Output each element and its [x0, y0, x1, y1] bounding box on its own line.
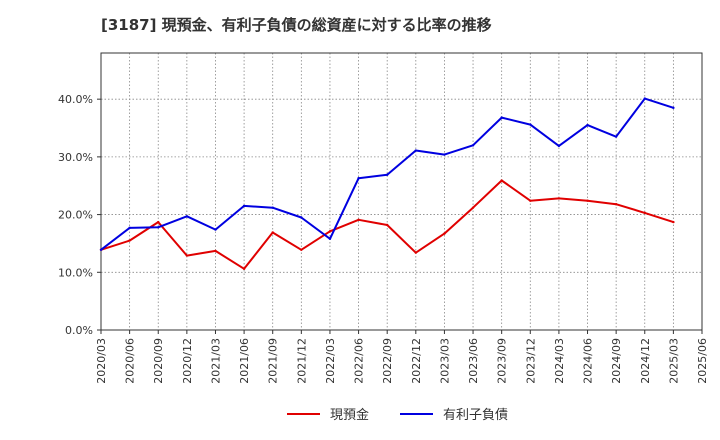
x-tick-label: 2023/09 [496, 338, 509, 384]
data-point [586, 199, 589, 202]
legend-label: 現預金 [330, 407, 369, 423]
data-point [643, 97, 646, 100]
data-point [185, 254, 189, 257]
data-point [128, 239, 131, 242]
data-point [385, 223, 389, 227]
data-point [414, 149, 418, 152]
data-point [643, 211, 646, 215]
data-point [185, 215, 189, 218]
x-tick-label: 2020/03 [95, 338, 108, 384]
data-point [557, 144, 561, 148]
x-tick-label: 2024/12 [639, 338, 652, 384]
series-lines [99, 97, 675, 271]
x-tick-label: 2020/12 [181, 338, 194, 384]
data-point [443, 153, 446, 156]
x-tick-label: 2022/09 [381, 338, 394, 384]
x-tick-label: 2024/03 [553, 338, 566, 384]
legend: 現預金 有利子負債 [287, 407, 508, 423]
y-tick-label: 30.0% [58, 151, 93, 164]
y-tick-label: 40.0% [58, 93, 93, 106]
x-tick-label: 2021/09 [267, 338, 280, 384]
legend-item: 現預金 [287, 407, 369, 423]
data-point [328, 230, 332, 233]
data-point [529, 123, 532, 126]
x-tick-label: 2020/09 [152, 338, 165, 384]
data-point [471, 206, 475, 209]
data-point [500, 179, 503, 182]
x-tick-label: 2023/12 [524, 338, 537, 384]
x-tick-label: 2022/06 [353, 338, 366, 384]
data-point [385, 173, 389, 176]
y-tick-label: 10.0% [58, 266, 93, 279]
x-tick-label: 2025/03 [667, 338, 680, 384]
data-point [443, 232, 446, 235]
x-tick-label: 2021/06 [238, 338, 251, 384]
data-point [214, 249, 217, 253]
x-tick-label: 2023/06 [467, 338, 480, 384]
data-point [357, 218, 360, 221]
plot-frame [100, 52, 703, 331]
x-tick-label: 2022/12 [410, 338, 423, 384]
x-tick-label: 2024/09 [610, 338, 623, 384]
x-tick-label: 2021/12 [295, 338, 308, 384]
chart-title: [3187] 現預金、有利子負債の総資産に対する比率の推移 [101, 16, 492, 34]
data-point [529, 199, 532, 202]
data-point [300, 216, 303, 219]
plot-area [101, 53, 702, 330]
data-point [357, 177, 360, 180]
x-tick-label: 2022/03 [324, 338, 337, 384]
x-tick-label: 2025/06 [696, 338, 709, 384]
series-cash [99, 179, 675, 271]
data-point [271, 206, 274, 209]
data-point [157, 226, 160, 229]
data-point [157, 220, 160, 224]
axes [100, 52, 703, 331]
data-point [672, 220, 675, 224]
x-tick-label: 2024/06 [582, 338, 595, 384]
x-tick-label: 2020/06 [124, 338, 137, 384]
data-point [614, 135, 618, 138]
data-point [672, 106, 675, 110]
data-point [586, 123, 589, 127]
y-tick-label: 0.0% [65, 324, 93, 337]
data-point [214, 228, 217, 231]
data-point [271, 231, 274, 234]
y-tick-label: 20.0% [58, 209, 93, 222]
x-axis-ticks: 2020/03 2020/06 2020/09 2020/12 2021/03 2021/… [95, 330, 709, 384]
data-point [471, 144, 475, 147]
data-point [242, 204, 246, 208]
x-tick-label: 2023/03 [438, 338, 451, 384]
grid [100, 53, 703, 331]
data-point [557, 197, 561, 200]
data-point [128, 226, 131, 230]
legend-item: 有利子負債 [400, 408, 508, 423]
x-tick-label: 2021/03 [209, 338, 222, 384]
data-point [99, 248, 103, 251]
legend-label: 有利子負債 [443, 408, 508, 423]
data-point [242, 267, 246, 271]
series-debt [99, 97, 675, 251]
y-axis-ticks: 0.0% 10.0% 20.0% 30.0% 40.0% [58, 93, 101, 337]
data-point [328, 237, 332, 241]
data-point [500, 116, 503, 119]
data-point [414, 251, 418, 254]
data-point [614, 202, 618, 206]
data-point [300, 248, 303, 251]
